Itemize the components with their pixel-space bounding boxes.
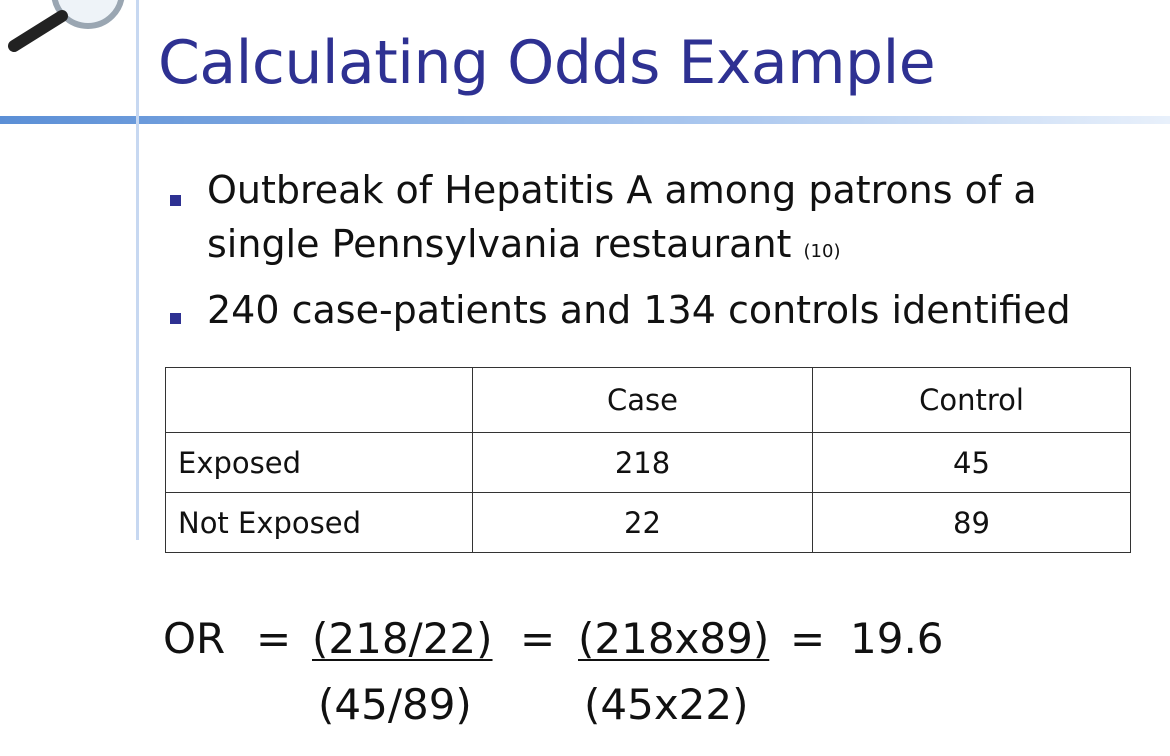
bullet-marker [170, 313, 181, 324]
slide-title: Calculating Odds Example [158, 28, 936, 98]
empty-cell [165, 367, 473, 433]
bullet-text: single Pennsylvania restaurant (10) [207, 222, 840, 266]
data-table: Case Control Exposed 218 45 Not Exposed … [165, 367, 1131, 553]
slide-decoration [0, 0, 1170, 540]
cell: 218 [472, 432, 813, 493]
formula-equals: = [790, 614, 826, 663]
formula-equals: = [256, 614, 292, 663]
formula-result: 19.6 [850, 614, 944, 663]
header-cell: Control [812, 367, 1131, 433]
fraction-numerator: (218/22) [312, 614, 493, 663]
header-cell: Case [472, 367, 813, 433]
side-rule [136, 0, 139, 540]
magnifier-icon [8, 0, 125, 52]
row: Not Exposed 22 89 [165, 492, 1131, 553]
formula-equals: = [520, 614, 556, 663]
fraction-numerator: (218x89) [578, 614, 770, 663]
row: Exposed 218 45 [165, 432, 1131, 493]
formula-lhs: OR [163, 614, 226, 663]
fraction-denominator: (45x22) [584, 680, 749, 729]
cell: 89 [812, 492, 1131, 553]
header-rule [0, 116, 1170, 124]
fraction-denominator: (45/89) [318, 680, 472, 729]
row-label: Not Exposed [165, 492, 473, 553]
bullet-text: single Pennsylvania restaurant [207, 222, 792, 266]
bullet-text: Outbreak of Hepatitis A among patrons of… [207, 168, 1037, 212]
cell: 45 [812, 432, 1131, 493]
header-row: Case Control [165, 367, 1131, 433]
reference: (10) [803, 241, 841, 262]
bullet-marker [170, 195, 181, 206]
bullet-text: 240 case-patients and 134 controls ident… [207, 288, 1071, 332]
row-label: Exposed [165, 432, 473, 493]
cell: 22 [472, 492, 813, 553]
